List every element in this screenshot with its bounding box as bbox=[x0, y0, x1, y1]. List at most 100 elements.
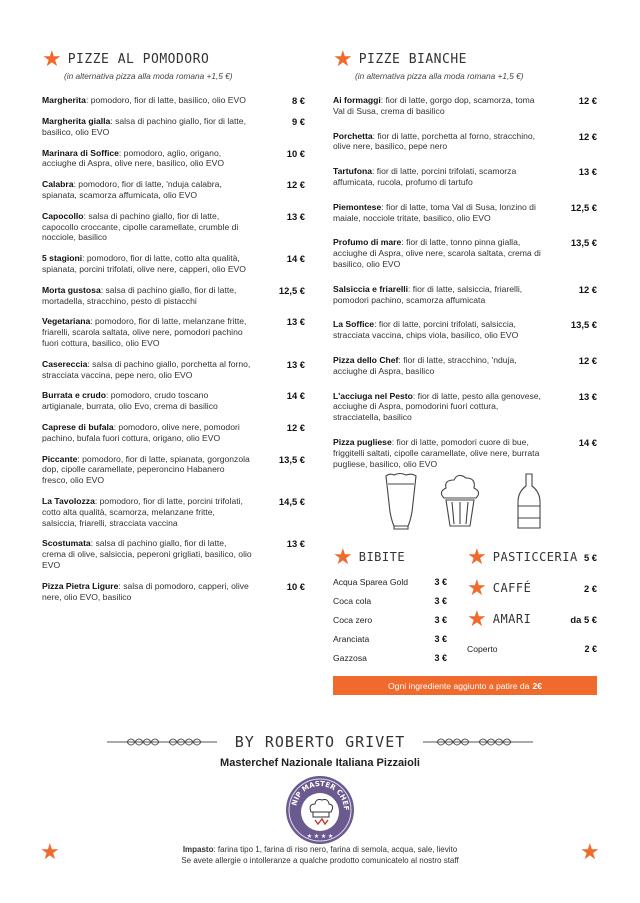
menu-item-price: 12 € bbox=[286, 421, 305, 433]
menu-item-ingredients: : pomodoro, fior di latte, melanzane fri… bbox=[42, 316, 247, 348]
menu-item-price: 12,5 € bbox=[278, 284, 305, 296]
caffe-row: ★ Caffé 2 € bbox=[467, 577, 599, 599]
menu-item-ingredients: : fior di latte, stracchino, 'nduja, acc… bbox=[333, 354, 517, 376]
section-subtitle: (in alternativa pizza alla moda romana +… bbox=[64, 71, 233, 81]
menu-item-name: Tartufona bbox=[333, 166, 372, 177]
footnote: Impasto: farina tipo 1, farina di riso n… bbox=[0, 845, 640, 866]
star-icon: ★ bbox=[467, 606, 487, 631]
menu-item-ingredients: : pomodoro, crudo toscano artigianale, b… bbox=[42, 390, 218, 412]
menu-item-description: Marinara di Soffice: pomodoro, aglio, or… bbox=[42, 148, 252, 170]
menu-item-name: Capocollo bbox=[42, 210, 84, 221]
drink-row: Acqua Sparea Gold 3 € bbox=[333, 577, 449, 587]
menu-item-description: Profumo di mare: fior di latte, tonno pi… bbox=[333, 237, 543, 269]
menu-item-price: 14 € bbox=[286, 390, 305, 402]
bibite-header: ★ Bibite bbox=[333, 546, 449, 568]
menu-item-name: Margherita bbox=[42, 95, 86, 105]
star-icon: ★ bbox=[467, 544, 487, 569]
menu-item-ingredients: : salsa di pachino giallo, fior di latte… bbox=[42, 284, 237, 306]
section-title: Pizze bianche bbox=[358, 51, 467, 67]
drink-name: Gazzosa bbox=[333, 653, 367, 663]
menu-item-name: Salsiccia e friarelli bbox=[333, 283, 409, 294]
menu-item-name: Caprese di bufala bbox=[42, 421, 114, 432]
star-icon: ★ bbox=[580, 839, 600, 864]
menu-item-name: Marinara di Soffice bbox=[42, 147, 119, 158]
menu-item: Salsiccia e friarelli: fior di latte, sa… bbox=[333, 284, 599, 306]
menu-item-price: 13 € bbox=[578, 390, 597, 402]
masterchef-title: Masterchef Nazionale Italiana Pizzaioli bbox=[220, 757, 420, 769]
menu-item-price: 12,5 € bbox=[570, 201, 597, 213]
menu-item: La Tavolozza: pomodoro, fior di latte, p… bbox=[42, 496, 307, 528]
amari-title: Amari bbox=[492, 612, 532, 626]
menu-item-name: Profumo di mare bbox=[333, 237, 402, 248]
coperto-price: 2 € bbox=[584, 644, 597, 654]
pasticceria-row: ★ Pasticceria 5 € bbox=[467, 546, 599, 568]
menu-item-description: Capocollo: salsa di pachino giallo, fior… bbox=[42, 211, 252, 243]
menu-item-price: 12 € bbox=[286, 179, 305, 191]
wheat-right-icon bbox=[423, 738, 534, 746]
banner-text: Ogni ingrediente aggiunto a patire da bbox=[388, 680, 530, 691]
menu-item-price: 9 € bbox=[291, 116, 305, 127]
menu-item-ingredients: : salsa di pachino giallo, porchetta al … bbox=[42, 358, 251, 380]
menu-item-description: 5 stagioni: pomodoro, fior di latte, cot… bbox=[42, 253, 252, 275]
drink-price: 3 € bbox=[434, 596, 447, 606]
menu-item-ingredients: : fior di latte, gorgo dop, scamorza, to… bbox=[333, 95, 535, 116]
menu-item-name: Vegetariana bbox=[42, 316, 91, 327]
menu-item-price: 12 € bbox=[578, 95, 597, 106]
extra-ingredient-banner: Ogni ingrediente aggiunto a patire da 2€ bbox=[333, 676, 597, 695]
menu-item-description: Porchetta: fior di latte, porchetta al f… bbox=[333, 131, 543, 153]
drink-price: 3 € bbox=[434, 634, 447, 644]
star-icon: ★ bbox=[42, 46, 62, 71]
menu-item-description: L'acciuga nel Pesto: fior di latte, pest… bbox=[333, 391, 543, 423]
menu-item-ingredients: : salsa di pomodoro, capperi, olive nere… bbox=[42, 580, 249, 602]
section-subtitle: (in alternativa pizza alla moda romana +… bbox=[355, 71, 524, 81]
menu-item: Margherita: pomodoro, fior di latte, bas… bbox=[42, 95, 307, 106]
menu-item-price: 14 € bbox=[578, 436, 597, 448]
menu-list: Ai formaggi: fior di latte, gorgo dop, s… bbox=[333, 95, 599, 469]
menu-item-name: L'acciuga nel Pesto bbox=[333, 390, 413, 401]
menu-item-name: Morta gustosa bbox=[42, 284, 101, 295]
menu-item-name: La Tavolozza bbox=[42, 495, 95, 506]
menu-item-name: Margherita gialla bbox=[42, 116, 111, 126]
drinks-section: ★ Bibite Acqua Sparea Gold 3 € Coca cola 3 … bbox=[333, 546, 599, 666]
menu-item-description: Margherita: pomodoro, fior di latte, bas… bbox=[42, 95, 252, 106]
menu-item-name: Piemontese bbox=[333, 201, 382, 212]
drink-price: 3 € bbox=[434, 577, 447, 587]
menu-item-price: 12 € bbox=[578, 283, 597, 295]
menu-item-price: 13 € bbox=[578, 166, 597, 178]
menu-item: La Soffice: fior di latte, porcini trifo… bbox=[333, 319, 599, 341]
coperto-row: Coperto 2 € bbox=[467, 644, 599, 654]
extras-column: ★ Pasticceria 5 € ★ Caffé 2 € ★ Amari da… bbox=[467, 546, 599, 655]
pizze-al-pomodoro-section: ★ Pizze al pomodoro (in alternativa pizz… bbox=[42, 48, 307, 602]
drink-name: Coca zero bbox=[333, 615, 373, 625]
menu-item-description: Burrata e crudo: pomodoro, crudo toscano… bbox=[42, 390, 252, 412]
menu-item: 5 stagioni: pomodoro, fior di latte, cot… bbox=[42, 253, 307, 275]
menu-item-name: Piccante bbox=[42, 453, 78, 464]
menu-item-description: Piemontese: fior di latte, toma Val di S… bbox=[333, 202, 543, 224]
menu-item-price: 8 € bbox=[291, 95, 305, 106]
section-header: ★ Pizze al pomodoro bbox=[42, 48, 307, 70]
menu-item-price: 12 € bbox=[578, 130, 597, 142]
menu-item-name: Calabra bbox=[42, 179, 74, 190]
menu-item-description: La Soffice: fior di latte, porcini trifo… bbox=[333, 319, 543, 341]
menu-item: Porchetta: fior di latte, porchetta al f… bbox=[333, 131, 599, 153]
menu-item: Piemontese: fior di latte, toma Val di S… bbox=[333, 202, 599, 224]
menu-item-name: 5 stagioni bbox=[42, 253, 83, 264]
section-title: Pizze al pomodoro bbox=[67, 51, 210, 67]
menu-item: Vegetariana: pomodoro, fior di latte, me… bbox=[42, 316, 307, 348]
menu-item-ingredients: : pomodoro, fior di latte, spianata, gor… bbox=[42, 453, 250, 486]
drink-row: Coca zero 3 € bbox=[333, 615, 449, 625]
menu-item: Pizza dello Chef: fior di latte, stracch… bbox=[333, 355, 599, 377]
menu-item-name: Pizza Pietra Ligure bbox=[42, 580, 119, 591]
menu-item: Profumo di mare: fior di latte, tonno pi… bbox=[333, 237, 599, 269]
menu-item-price: 13 € bbox=[286, 538, 305, 550]
menu-item-price: 14 € bbox=[286, 253, 305, 265]
menu-item-description: Vegetariana: pomodoro, fior di latte, me… bbox=[42, 316, 252, 348]
menu-item-ingredients: : pomodoro, fior di latte, 'nduja calabr… bbox=[42, 179, 222, 200]
menu-item: Marinara di Soffice: pomodoro, aglio, or… bbox=[42, 148, 307, 170]
menu-item: Ai formaggi: fior di latte, gorgo dop, s… bbox=[333, 95, 599, 117]
menu-item-description: Scostumata: salsa di pachino giallo, fio… bbox=[42, 538, 252, 570]
menu-item-description: Ai formaggi: fior di latte, gorgo dop, s… bbox=[333, 95, 543, 117]
pasticceria-price: 5 € bbox=[583, 551, 597, 563]
menu-item: Capocollo: salsa di pachino giallo, fior… bbox=[42, 211, 307, 243]
menu-item-price: 10 € bbox=[286, 580, 305, 592]
